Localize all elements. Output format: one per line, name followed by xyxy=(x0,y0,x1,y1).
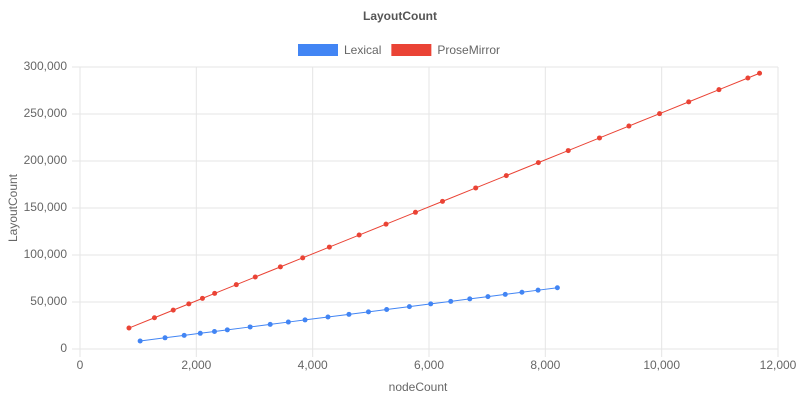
y-tick-label: 0 xyxy=(60,341,67,355)
x-tick-label: 8,000 xyxy=(530,358,560,372)
x-tick-label: 12,000 xyxy=(760,358,797,372)
data-point xyxy=(186,301,192,307)
chart-title: LayoutCount xyxy=(363,9,437,23)
data-point xyxy=(211,328,217,334)
data-point xyxy=(300,255,306,261)
legend-swatch xyxy=(391,44,432,56)
data-point xyxy=(285,319,291,325)
y-axis-label: LayoutCount xyxy=(6,173,20,242)
data-point xyxy=(212,290,218,296)
data-point xyxy=(302,317,308,323)
x-tick-label: 4,000 xyxy=(298,358,328,372)
x-tick-label: 2,000 xyxy=(181,358,211,372)
data-point xyxy=(346,311,352,317)
y-tick-label: 250,000 xyxy=(24,106,68,120)
data-point xyxy=(162,335,168,341)
y-tick-label: 100,000 xyxy=(24,247,68,261)
data-point xyxy=(757,70,763,76)
data-point xyxy=(137,338,143,344)
data-point xyxy=(485,294,491,300)
data-point xyxy=(745,75,751,81)
x-tick-label: 10,000 xyxy=(643,358,680,372)
data-point xyxy=(502,291,508,297)
data-point xyxy=(406,304,412,310)
data-point xyxy=(412,209,418,215)
x-tick-label: 6,000 xyxy=(414,358,444,372)
data-point xyxy=(473,185,479,191)
data-point xyxy=(657,111,663,117)
data-point xyxy=(686,99,692,105)
data-point xyxy=(356,232,362,238)
data-point xyxy=(554,285,560,291)
data-point xyxy=(439,198,445,204)
data-point xyxy=(181,332,187,338)
y-tick-label: 150,000 xyxy=(24,200,68,214)
data-point xyxy=(252,274,258,280)
data-point xyxy=(326,244,332,250)
data-point xyxy=(535,287,541,293)
data-point xyxy=(596,135,602,141)
data-point xyxy=(277,264,283,270)
data-point xyxy=(224,327,230,333)
legend-swatch xyxy=(298,44,338,56)
x-tick-label: 0 xyxy=(77,358,84,372)
data-point xyxy=(383,221,389,227)
data-point xyxy=(503,173,509,179)
data-point xyxy=(428,301,434,307)
y-tick-label: 50,000 xyxy=(30,294,67,308)
y-tick-label: 300,000 xyxy=(24,59,68,73)
data-point xyxy=(519,289,525,295)
data-point xyxy=(716,87,722,93)
data-point xyxy=(365,309,371,315)
data-point xyxy=(325,314,331,320)
y-tick-label: 200,000 xyxy=(24,153,68,167)
data-point xyxy=(467,296,473,302)
data-point xyxy=(170,307,176,313)
data-point xyxy=(535,160,541,166)
data-point xyxy=(126,325,132,331)
data-point xyxy=(197,330,203,336)
data-point xyxy=(565,148,571,154)
data-point xyxy=(247,324,253,330)
data-point xyxy=(267,321,273,327)
data-point xyxy=(626,123,632,129)
legend-label: Lexical xyxy=(344,43,381,57)
legend-label: ProseMirror xyxy=(437,43,500,57)
data-point xyxy=(448,298,454,304)
data-point xyxy=(384,307,390,313)
data-point xyxy=(151,315,157,321)
data-point xyxy=(233,282,239,288)
x-axis-label: nodeCount xyxy=(389,380,448,394)
data-point xyxy=(199,295,205,301)
